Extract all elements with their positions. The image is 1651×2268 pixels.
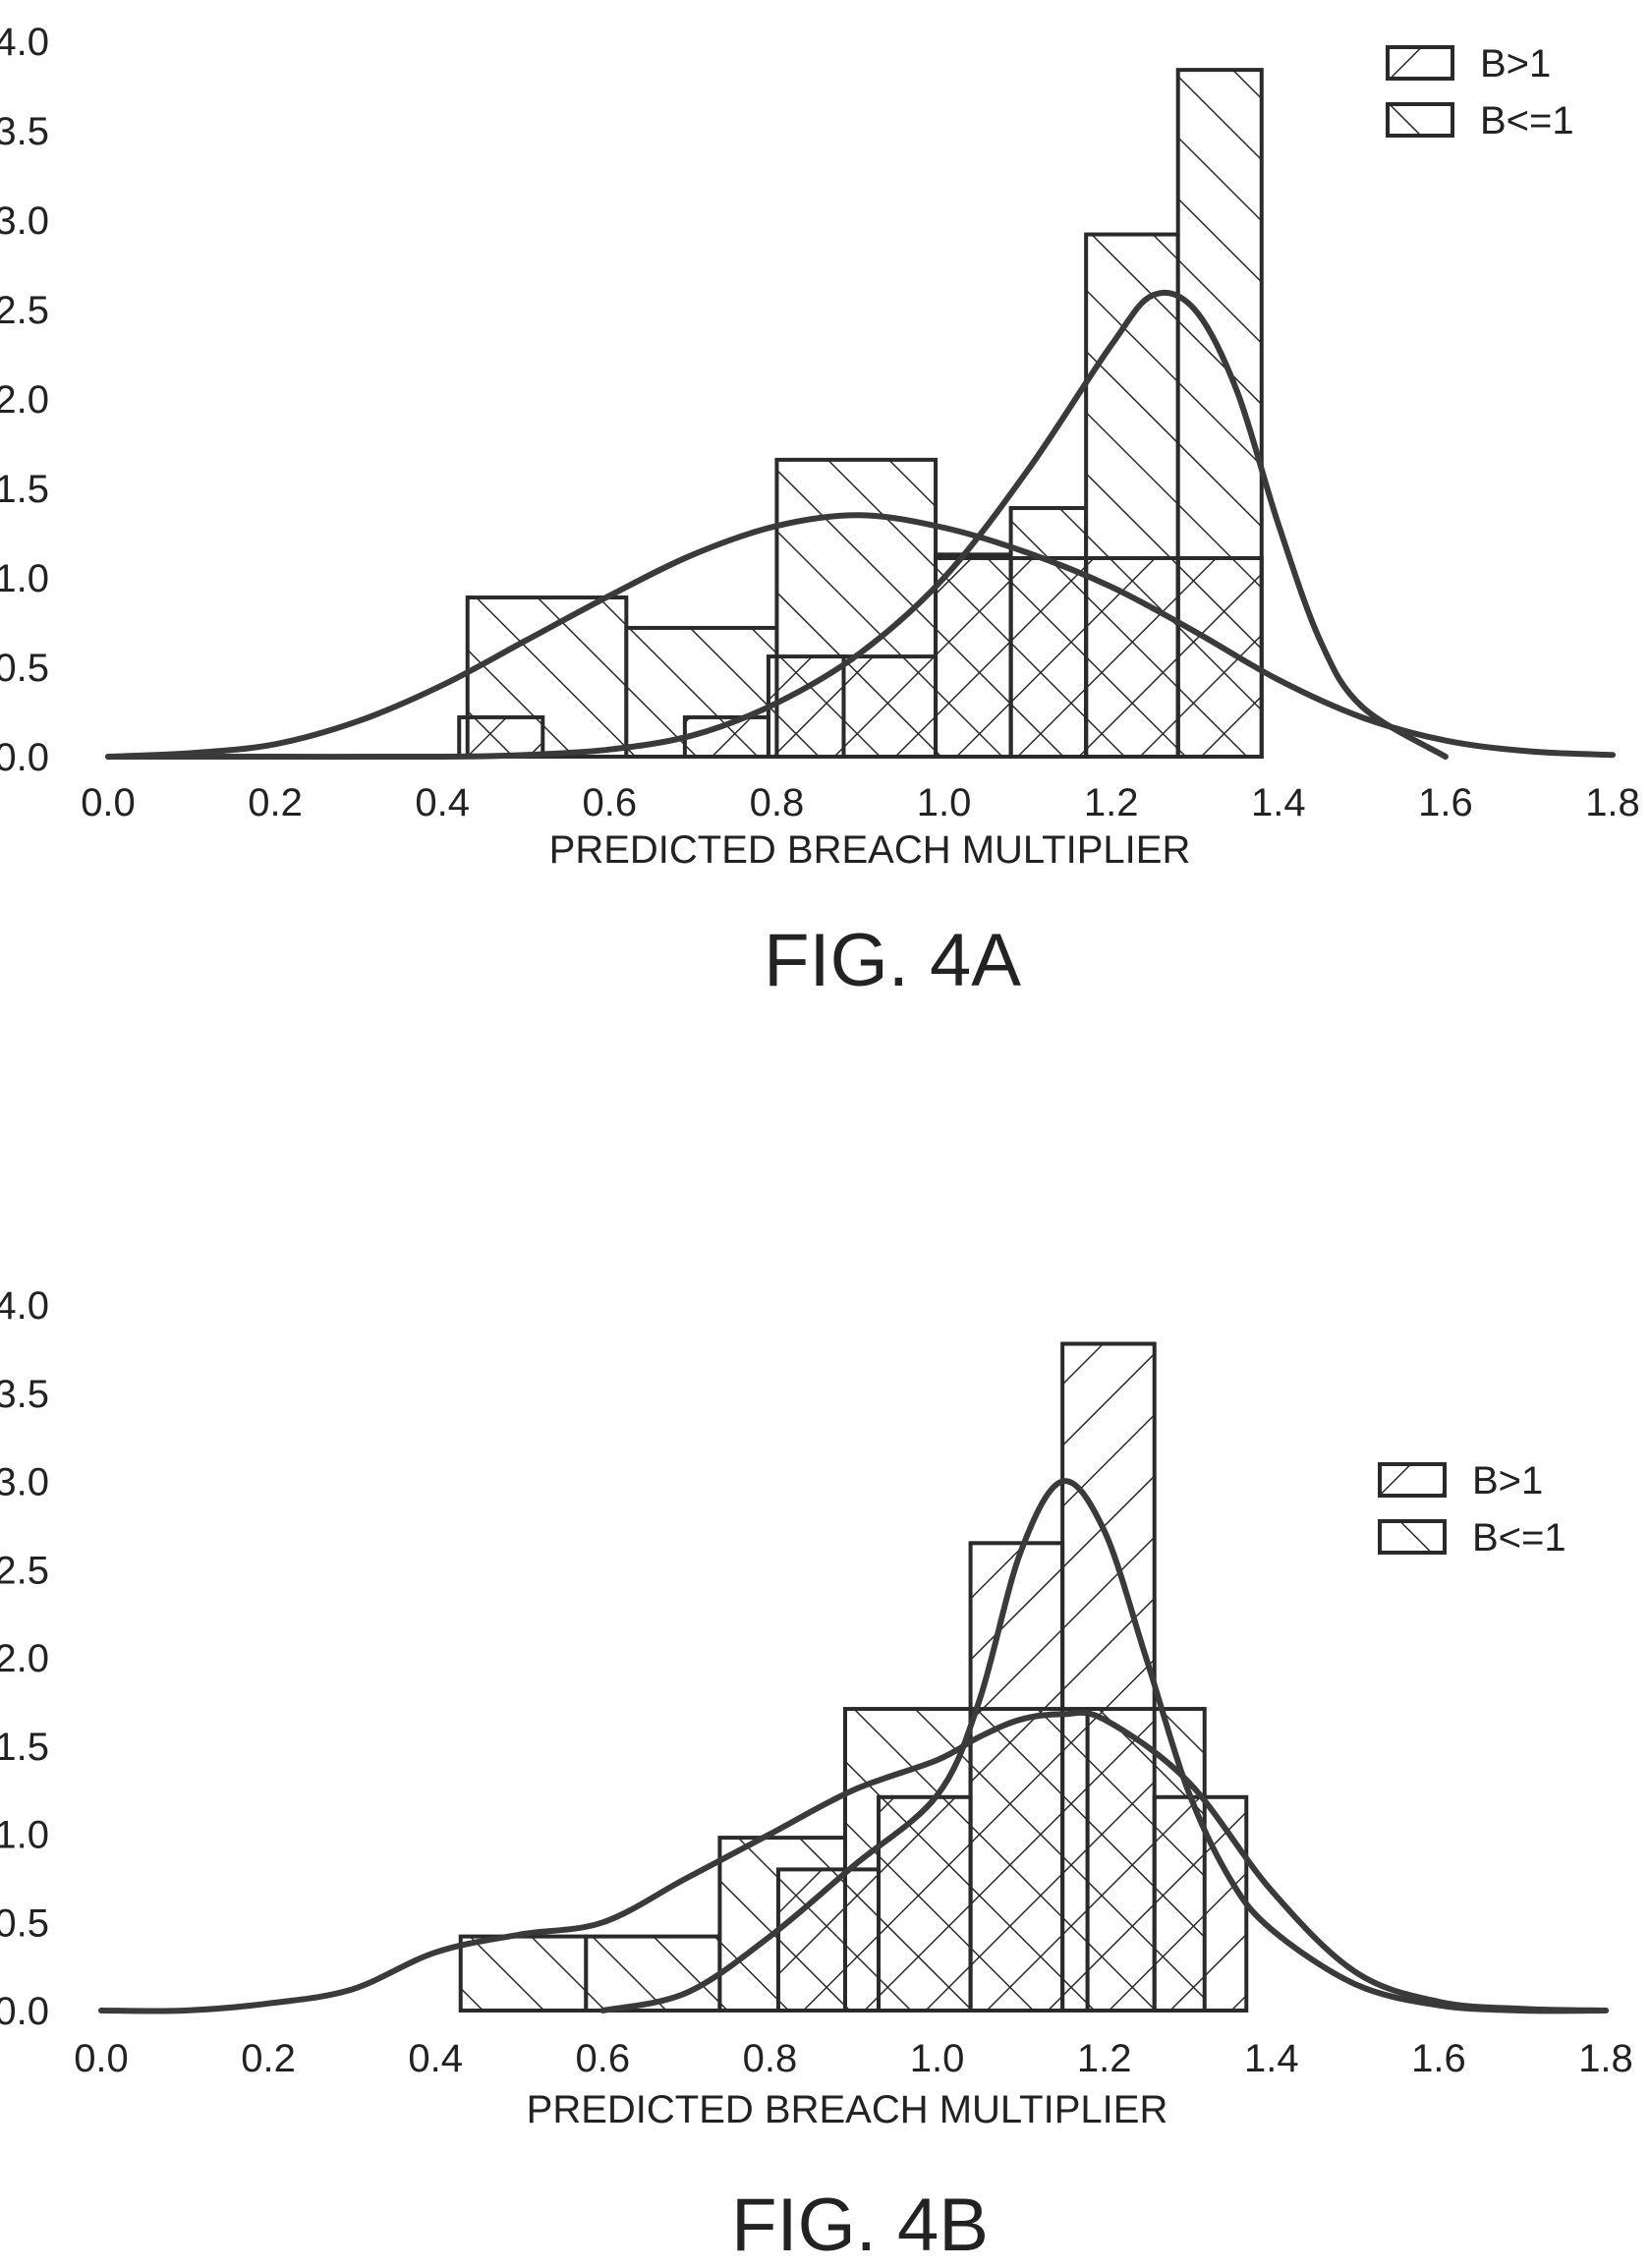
histogram-bars xyxy=(458,1341,1249,2013)
bar-b-gt-1 xyxy=(877,1794,973,2013)
x-tick-label: 0.0 xyxy=(81,781,136,824)
x-tick-label: 1.0 xyxy=(917,781,972,824)
bar-b-gt-1 xyxy=(457,714,545,760)
bar-b-gt-1 xyxy=(934,555,1013,759)
bar-b-le-1 xyxy=(458,1934,589,2013)
y-tick-label: 4.0 xyxy=(0,1284,49,1328)
x-tick-label: 1.0 xyxy=(910,2037,965,2080)
chart-fig-4b: 0.0 0.5 1.0 1.5 2.0 2.5 3.0 3.5 4.0 0.0 0.2 0.4 0.6… xyxy=(0,1284,1633,2267)
density-curves xyxy=(105,289,1616,761)
figure-caption: FIG. 4B xyxy=(731,2183,989,2267)
legend: B>1 B<=1 xyxy=(1386,42,1574,142)
density-curve-b-le-1 xyxy=(98,1709,1609,2014)
x-tick-label: 1.4 xyxy=(1251,781,1306,824)
x-tick-label: 0.6 xyxy=(583,781,638,824)
density-curve-b-le-1 xyxy=(105,512,1616,760)
legend-swatch-b-le-1 xyxy=(1386,102,1454,138)
x-tick-label: 0.6 xyxy=(576,2037,631,2080)
chart-fig-4a: 0.0 0.5 1.0 1.5 2.0 2.5 3.0 3.5 4.0 0.0 0.2 0.4 0.6… xyxy=(0,21,1640,1002)
y-tick-label: 1.5 xyxy=(0,468,49,511)
x-tick-label: 1.8 xyxy=(1585,781,1640,824)
y-tick-label: 3.0 xyxy=(0,199,49,243)
legend: B>1 B<=1 xyxy=(1378,1459,1566,1559)
x-tick-label: 0.2 xyxy=(248,781,303,824)
y-axis-ticks: 0.0 0.5 1.0 1.5 2.0 2.5 3.0 3.5 4.0 xyxy=(0,21,49,779)
x-tick-label: 0.8 xyxy=(750,781,805,824)
y-tick-label: 3.5 xyxy=(0,1373,49,1416)
bar-b-gt-1 xyxy=(1008,555,1089,759)
y-tick-label: 1.5 xyxy=(0,1726,49,1769)
legend-label-b-gt-1: B>1 xyxy=(1480,42,1551,85)
y-tick-label: 3.5 xyxy=(0,110,49,153)
bar-b-gt-1 xyxy=(1084,555,1180,759)
y-tick-label: 0.0 xyxy=(0,1990,49,2033)
x-axis-label: PREDICTED BREACH MULTIPLIER xyxy=(549,828,1191,872)
x-tick-label: 1.6 xyxy=(1418,781,1473,824)
y-tick-label: 0.0 xyxy=(0,736,49,779)
x-axis-ticks: 0.0 0.2 0.4 0.6 0.8 1.0 1.2 1.4 1.6 1.8 xyxy=(81,781,1640,824)
x-tick-label: 0.8 xyxy=(743,2037,798,2080)
x-tick-label: 1.2 xyxy=(1084,781,1139,824)
legend-swatch-b-gt-1 xyxy=(1386,45,1454,81)
x-tick-label: 1.6 xyxy=(1411,2037,1466,2080)
legend-swatch-b-gt-1 xyxy=(1378,1462,1447,1498)
legend-swatch-b-le-1 xyxy=(1378,1519,1447,1555)
x-axis-label: PREDICTED BREACH MULTIPLIER xyxy=(527,2088,1168,2131)
y-tick-label: 0.5 xyxy=(0,647,49,690)
y-tick-label: 4.0 xyxy=(0,21,49,64)
x-tick-label: 0.4 xyxy=(415,781,470,824)
x-tick-label: 1.2 xyxy=(1077,2037,1132,2080)
y-tick-label: 1.0 xyxy=(0,1814,49,1857)
x-tick-label: 0.4 xyxy=(408,2037,463,2080)
x-tick-label: 0.0 xyxy=(74,2037,129,2080)
density-curves xyxy=(98,1478,1609,2014)
legend-label-b-gt-1: B>1 xyxy=(1472,1459,1543,1503)
y-tick-label: 1.0 xyxy=(0,557,49,600)
bar-b-gt-1 xyxy=(968,1541,1065,2013)
bar-b-le-1 xyxy=(584,1934,722,2013)
bar-b-gt-1 xyxy=(1175,555,1264,759)
y-tick-label: 3.0 xyxy=(0,1461,49,1504)
legend-label-b-le-1: B<=1 xyxy=(1472,1516,1566,1559)
y-axis-ticks: 0.0 0.5 1.0 1.5 2.0 2.5 3.0 3.5 4.0 xyxy=(0,1284,49,2033)
x-tick-label: 0.2 xyxy=(241,2037,296,2080)
density-curve-b-gt-1 xyxy=(599,1478,1609,2014)
bar-b-gt-1 xyxy=(775,1867,882,2013)
y-tick-label: 2.0 xyxy=(0,378,49,422)
x-axis-ticks: 0.0 0.2 0.4 0.6 0.8 1.0 1.2 1.4 1.6 1.8 xyxy=(74,2037,1633,2080)
x-tick-label: 1.8 xyxy=(1578,2037,1633,2080)
y-tick-label: 2.5 xyxy=(0,1549,49,1592)
histogram-bars xyxy=(457,68,1264,760)
legend-label-b-le-1: B<=1 xyxy=(1480,99,1574,142)
bar-b-gt-1 xyxy=(1152,1794,1249,2013)
figure-caption: FIG. 4A xyxy=(764,919,1021,1002)
y-tick-label: 2.5 xyxy=(0,289,49,332)
bar-b-gt-1 xyxy=(841,654,939,760)
x-tick-label: 1.4 xyxy=(1244,2037,1299,2080)
y-tick-label: 2.0 xyxy=(0,1637,49,1680)
y-tick-label: 0.5 xyxy=(0,1901,49,1945)
density-curve-b-gt-1 xyxy=(105,289,1449,761)
bar-b-gt-1 xyxy=(1060,1341,1157,2013)
